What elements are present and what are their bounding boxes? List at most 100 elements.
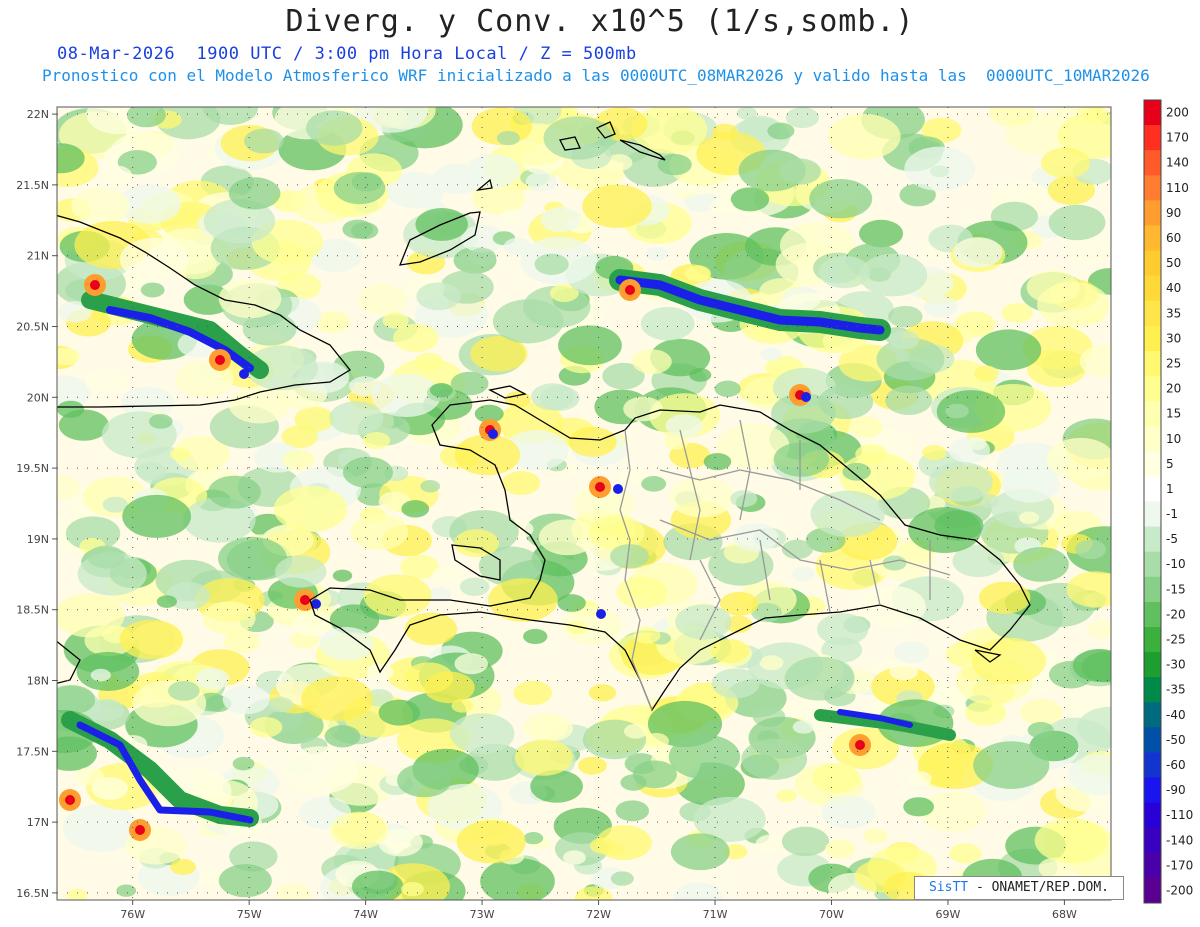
field-blob: [781, 539, 813, 560]
field-blob: [640, 306, 695, 341]
colorbar-label: 40: [1166, 281, 1181, 295]
map-title: Diverg. y Conv. x10^5 (1/s,somb.): [285, 4, 915, 39]
colorbar-label: 110: [1166, 181, 1189, 195]
field-blob: [562, 850, 586, 865]
field-blob: [382, 312, 409, 329]
field-blob: [809, 179, 873, 219]
field-blob: [350, 513, 409, 550]
field-blob: [140, 282, 165, 298]
field-blob: [632, 349, 672, 375]
field-blob: [657, 153, 692, 176]
field-blob: [85, 367, 129, 395]
lon-tick-label: 71W: [703, 908, 728, 921]
field-blob: [281, 425, 318, 448]
field-blob: [538, 519, 597, 556]
field-blob: [1075, 539, 1106, 560]
field-blob: [470, 335, 528, 372]
field-blob: [549, 284, 579, 303]
divergence-core: [300, 595, 310, 605]
coastlines: [57, 121, 1031, 712]
field-blob: [117, 184, 182, 224]
field-blob: [781, 826, 830, 857]
field-blob: [222, 684, 270, 715]
field-blob: [449, 713, 515, 754]
field-blob: [673, 882, 724, 900]
colorbar-label: -50: [1166, 733, 1186, 747]
colorbar-swatch: [1144, 426, 1161, 452]
field-blob: [362, 431, 391, 450]
colorbar-swatch: [1144, 777, 1161, 804]
field-blob: [882, 555, 907, 571]
field-blob: [730, 187, 770, 212]
field-blob: [530, 769, 583, 803]
convergence-band: [814, 709, 956, 741]
field-blob: [669, 476, 735, 518]
field-blob: [557, 594, 586, 612]
colorbar-label: -60: [1166, 758, 1186, 772]
field-blob: [531, 715, 574, 742]
colorbar-swatch: [1144, 200, 1161, 226]
field-blob: [818, 255, 871, 289]
field-blob: [1001, 466, 1060, 503]
graticule: [57, 107, 1111, 900]
convergence-band: [81, 291, 269, 379]
field-blob: [401, 500, 430, 518]
field-blob: [971, 637, 1046, 685]
field-blob: [578, 756, 607, 775]
model-info-line: Pronostico con el Modelo Atmosferico WRF…: [42, 66, 1150, 85]
field-blob: [460, 224, 506, 253]
field-blob: [183, 284, 233, 315]
field-blob: [631, 107, 708, 154]
field-blob: [90, 668, 111, 682]
field-blob: [504, 391, 531, 408]
field-blob: [693, 796, 766, 842]
field-blob: [1034, 817, 1107, 863]
credit-text: - ONAMET/REP.DOM.: [968, 880, 1110, 895]
colorbar-label: -110: [1166, 808, 1193, 822]
colorbar-label: -30: [1166, 658, 1186, 672]
field-blob: [848, 416, 883, 438]
colorbar-label: -140: [1166, 833, 1193, 847]
field-blob: [87, 545, 125, 569]
convergence-spot: [239, 369, 249, 379]
colorbar-swatch: [1144, 175, 1161, 201]
lon-tick-label: 74W: [353, 908, 378, 921]
field-blob: [324, 725, 361, 748]
field-blob: [91, 777, 128, 800]
field-blob: [492, 299, 564, 344]
colorbar-label: 5: [1166, 457, 1174, 471]
field-blob: [574, 886, 613, 900]
field-blob: [736, 107, 757, 120]
field-blob: [779, 158, 821, 185]
field-blob: [423, 671, 475, 704]
field-blob: [454, 434, 521, 476]
colorbar-label: 10: [1166, 432, 1181, 446]
colorbar-swatch: [1144, 376, 1161, 402]
divergence-core: [625, 285, 635, 295]
field-blob: [633, 626, 661, 644]
field-blob: [888, 305, 923, 328]
divergence-field: [57, 107, 1111, 900]
field-blob: [228, 385, 290, 424]
colorbar-label: 50: [1166, 256, 1181, 270]
colorbar-swatch: [1144, 451, 1161, 477]
field-blob: [1026, 349, 1087, 387]
field-blob: [393, 323, 439, 353]
colorbar-swatch: [1144, 100, 1161, 126]
colorbar-swatch: [1144, 250, 1161, 277]
field-blob: [643, 733, 669, 749]
colorbar-swatch: [1144, 802, 1161, 829]
colorbar-swatch: [1144, 325, 1161, 352]
field-blob: [57, 685, 96, 715]
field-blob: [472, 181, 525, 215]
field-blob: [623, 396, 663, 422]
field-blob: [218, 536, 287, 580]
colorbar-label: -40: [1166, 708, 1186, 722]
field-blob: [301, 676, 373, 722]
field-blob: [716, 423, 790, 470]
lat-tick-label: 21.5N: [16, 179, 49, 192]
field-blob: [136, 461, 167, 481]
field-blob: [218, 279, 282, 319]
field-blob: [273, 486, 348, 532]
field-blob: [57, 143, 85, 174]
